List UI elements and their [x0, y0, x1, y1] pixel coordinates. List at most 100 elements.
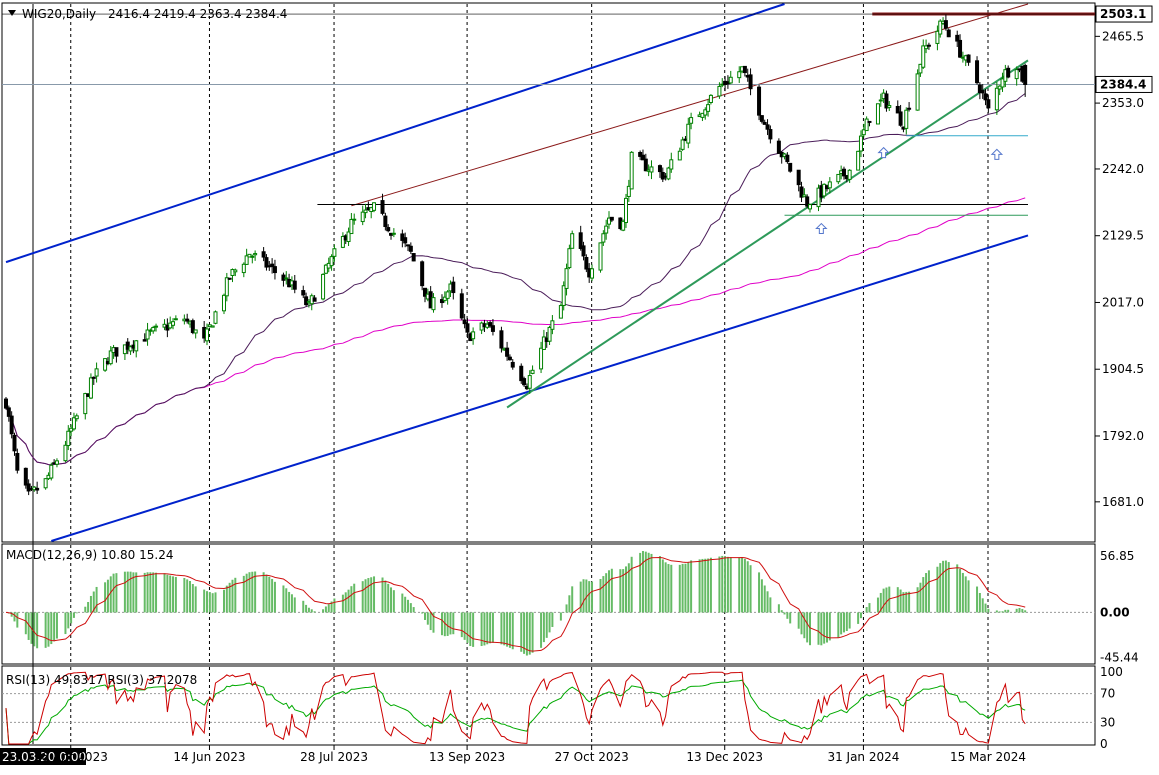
- candle-body: [584, 256, 589, 270]
- candle-body: [1006, 67, 1011, 78]
- candle-body: [907, 107, 912, 110]
- candle-body: [94, 368, 99, 377]
- candle-body: [802, 194, 807, 198]
- candle-body: [4, 398, 8, 409]
- price-tick-label: 1792.0: [1102, 429, 1144, 443]
- candle-body: [666, 167, 671, 180]
- price-tag-box: [1095, 5, 1153, 23]
- candle-body: [134, 340, 139, 352]
- candle-body: [12, 434, 17, 452]
- candle-body: [224, 277, 229, 297]
- macd-signal-line: [5, 556, 1026, 652]
- candle-body: [629, 151, 634, 190]
- candle-body: [253, 253, 258, 256]
- candle-body: [539, 347, 544, 370]
- candle-body: [861, 129, 866, 136]
- candle-body: [847, 169, 852, 180]
- candle-body: [677, 150, 682, 161]
- candle-body: [578, 232, 583, 249]
- candle-body: [742, 65, 747, 74]
- candle-body: [689, 117, 694, 124]
- candle-body: [867, 120, 872, 123]
- candle-body: [114, 347, 119, 357]
- candle-body: [875, 103, 880, 125]
- candle-body: [640, 154, 645, 161]
- candle-body: [955, 34, 960, 42]
- candle-body: [346, 231, 351, 243]
- candle-body: [762, 121, 767, 125]
- candle-body: [958, 39, 963, 58]
- candle-body: [864, 118, 869, 132]
- candle-body: [904, 109, 909, 129]
- candle-body: [439, 299, 444, 304]
- x-tick-label: 13 Sep 2023: [429, 750, 505, 764]
- candle-body: [488, 322, 493, 327]
- candle-body: [128, 346, 133, 352]
- fractal-up-arrow-icon: [990, 148, 1004, 160]
- candle-body: [938, 20, 943, 35]
- candle-body: [703, 109, 708, 116]
- macd-panel-frame: [1, 543, 1096, 665]
- candle-body: [649, 166, 654, 173]
- price-tag-box: [1095, 75, 1153, 93]
- candle-body: [349, 218, 354, 235]
- candle-body: [567, 248, 572, 269]
- price-tick-label: 1681.0: [1102, 495, 1144, 509]
- candle-body: [921, 45, 926, 68]
- candle-body: [669, 159, 674, 170]
- candle-body: [380, 200, 385, 214]
- rsi-tick-label: 30: [1100, 715, 1115, 729]
- vertical-grid: [32, 4, 989, 744]
- candle-body: [975, 60, 980, 84]
- candle-body: [550, 320, 555, 330]
- candle-body: [796, 169, 801, 186]
- candle-body: [728, 76, 733, 84]
- candle-body: [986, 99, 991, 109]
- candle-body: [145, 329, 150, 340]
- candle-body: [284, 277, 289, 280]
- candle-body: [151, 326, 156, 332]
- price-tick-label: 2353.0: [1102, 96, 1144, 110]
- x-tick-label: 14 Jun 2023: [173, 750, 245, 764]
- candle-body: [706, 104, 711, 112]
- candle-body: [510, 361, 515, 368]
- ma-short-line: [5, 93, 1026, 466]
- candle-body: [522, 378, 527, 386]
- candle-body: [808, 204, 813, 210]
- candle-body: [558, 305, 563, 319]
- candle-body: [227, 277, 232, 280]
- menu-triangle-icon[interactable]: [8, 10, 16, 16]
- candle-body: [598, 242, 603, 271]
- candle-body: [210, 325, 215, 328]
- rsi-plot: [2, 671, 1095, 745]
- candle-body: [230, 269, 235, 276]
- candle-body: [471, 331, 476, 340]
- rsi-tick-label: 100: [1100, 665, 1123, 679]
- candle-body: [321, 273, 326, 300]
- candle-body: [590, 268, 595, 279]
- candle-body: [924, 45, 929, 50]
- candle-body: [15, 452, 20, 471]
- candle-body: [887, 105, 892, 108]
- macd-tick-label: 56.85: [1100, 549, 1134, 563]
- candle-body: [250, 255, 255, 258]
- candle-body: [173, 318, 178, 321]
- candle-body: [422, 287, 427, 297]
- candle-body: [103, 358, 108, 371]
- candle-body: [69, 427, 74, 432]
- candle-body: [505, 347, 510, 357]
- candle-body: [6, 407, 11, 417]
- candle-body: [856, 150, 861, 171]
- candle-body: [270, 263, 275, 268]
- candle-body: [213, 311, 218, 324]
- axes: 2465.5 2353.0 2242.0 2129.5 2017.0 1904.5 1792…: [0, 5, 1153, 765]
- price-tick-label: 2129.5: [1102, 229, 1144, 243]
- price-tag-label: 2503.1: [1100, 7, 1146, 21]
- candle-body: [43, 478, 48, 489]
- ma-long-line: [5, 197, 1026, 466]
- candle-body: [205, 328, 210, 342]
- candle-body: [898, 111, 903, 126]
- macd-tick-label: -45.44: [1100, 650, 1139, 664]
